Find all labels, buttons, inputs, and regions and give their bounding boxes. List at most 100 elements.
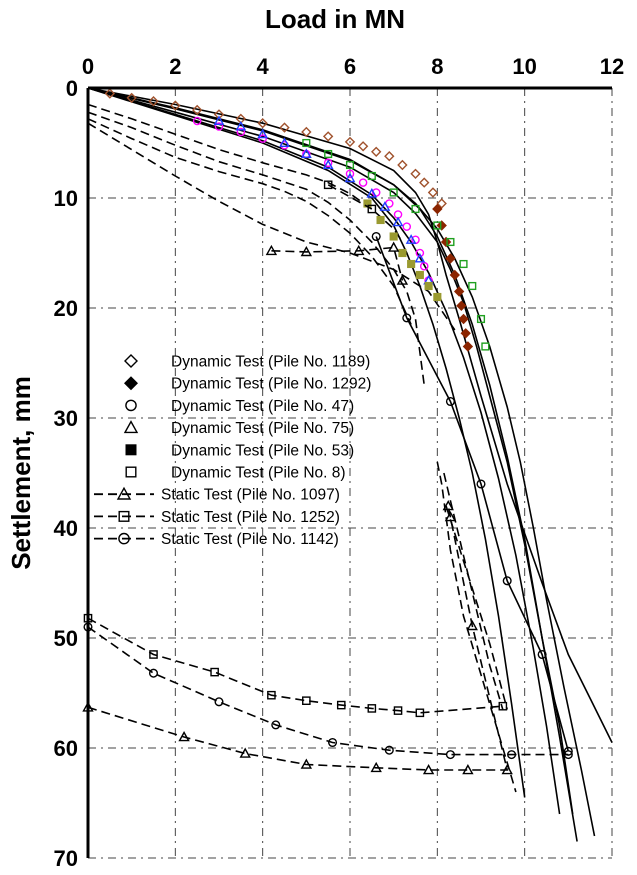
- series-1-point: [357, 141, 369, 152]
- series-5-point: [424, 281, 433, 291]
- series-2-point: [460, 328, 471, 339]
- series-12-line: [327, 184, 373, 210]
- series-7-point: [442, 500, 454, 511]
- x-tick-label: 8: [431, 54, 443, 79]
- series-10-point: [476, 479, 486, 489]
- series-3-point: [345, 169, 355, 179]
- series-8: [83, 613, 508, 718]
- series-6-point: [481, 342, 490, 351]
- series-3-point: [419, 261, 429, 271]
- series-1-point: [427, 187, 439, 198]
- x-tick-label: 0: [82, 54, 94, 79]
- series-9-point: [445, 750, 455, 760]
- series-2-point: [436, 220, 447, 231]
- series-7-point: [422, 764, 435, 775]
- series-1-point: [170, 100, 181, 111]
- series-7-point: [178, 731, 190, 742]
- series-11-point: [300, 245, 313, 257]
- series-12-point: [367, 204, 377, 214]
- series-7-point: [462, 764, 474, 775]
- series-7-point: [239, 747, 251, 758]
- series-8-point: [498, 701, 508, 711]
- fit-curve-10: [87, 122, 456, 331]
- series-6-point: [433, 221, 442, 230]
- series-1-point: [344, 136, 356, 148]
- legend-label: Dynamic Test (Pile No. 1292): [171, 376, 371, 393]
- series-1-point: [384, 151, 395, 162]
- series-6-point: [476, 314, 486, 324]
- series-7-point: [444, 511, 457, 522]
- series-2-point: [432, 203, 443, 215]
- series-8-point: [267, 690, 276, 700]
- series-4-point: [235, 120, 247, 131]
- fit-curve-9: [87, 118, 412, 325]
- series-3-point: [236, 127, 246, 137]
- y-tick-label: 40: [54, 516, 78, 541]
- legend-label: Dynamic Test (Pile No. 1189): [171, 354, 370, 371]
- x-axis-title: Load in MN: [265, 4, 405, 34]
- series-1-point: [322, 131, 334, 142]
- series-9-point: [271, 720, 281, 730]
- series-9-point: [148, 668, 159, 678]
- series-8-line: [87, 617, 503, 714]
- series-8-point: [210, 667, 219, 677]
- legend-marker: [125, 399, 137, 412]
- x-tick-label: 2: [169, 54, 181, 79]
- series-4-point: [213, 115, 225, 126]
- series-8-point: [302, 696, 311, 705]
- legend-item: Static Test (Pile No. 1252): [94, 509, 340, 526]
- series-7-point: [501, 764, 513, 775]
- series-1-point: [371, 146, 382, 157]
- series-7-point: [370, 761, 382, 773]
- series-6: [302, 138, 490, 351]
- series-4-point: [322, 159, 334, 170]
- series-2-point: [456, 300, 467, 311]
- series-4-point: [344, 172, 356, 183]
- series-10-point: [502, 576, 512, 586]
- series-9-line: [87, 626, 569, 756]
- y-tick-label: 50: [54, 626, 78, 651]
- series-4-point: [392, 216, 404, 227]
- series-7-point: [466, 619, 478, 631]
- x-tick-label: 4: [257, 54, 270, 79]
- series-6-point: [446, 237, 455, 247]
- legend-marker: [124, 354, 138, 368]
- legend-marker: [124, 376, 138, 391]
- fit-curve-11: [436, 461, 517, 793]
- legend-item: Dynamic Test (Pile No. 47): [125, 398, 354, 415]
- series-3: [192, 116, 433, 285]
- series-5-point: [376, 215, 385, 225]
- fit-curve-4: [87, 87, 526, 798]
- series-5: [363, 199, 442, 302]
- legend-marker: [118, 532, 130, 545]
- y-tick-label: 0: [66, 76, 78, 101]
- series-5-point: [389, 232, 398, 241]
- series-6-point: [459, 259, 468, 269]
- legend-label: Dynamic Test (Pile No. 8): [171, 465, 346, 482]
- series-4: [213, 115, 434, 285]
- series-6-point: [411, 204, 420, 214]
- legend-label: Dynamic Test (Pile No. 75): [171, 420, 354, 437]
- series-9-point: [214, 697, 224, 707]
- legend-label: Static Test (Pile No. 1097): [161, 487, 340, 504]
- series-11-line: [271, 246, 404, 281]
- series-3-point: [323, 158, 333, 168]
- axes: [86, 86, 612, 858]
- series-2-point: [440, 236, 452, 248]
- fit-curve-13: [445, 505, 508, 710]
- series-11-point: [396, 274, 409, 285]
- series-2: [432, 203, 474, 352]
- series-7-line: [87, 505, 509, 771]
- series-11-point: [265, 244, 278, 256]
- series-2-point: [458, 313, 469, 325]
- legend-marker: [125, 466, 137, 478]
- y-tick-label: 70: [54, 846, 78, 871]
- series-5-point: [415, 270, 424, 280]
- legend-item: Dynamic Test (Pile No. 53): [125, 442, 354, 459]
- series-10-point: [563, 746, 573, 756]
- series-10-point: [537, 649, 547, 660]
- series-4-point: [257, 128, 269, 139]
- series-10-point: [445, 396, 455, 407]
- y-tick-label: 60: [54, 736, 78, 761]
- series-9-point: [328, 737, 338, 748]
